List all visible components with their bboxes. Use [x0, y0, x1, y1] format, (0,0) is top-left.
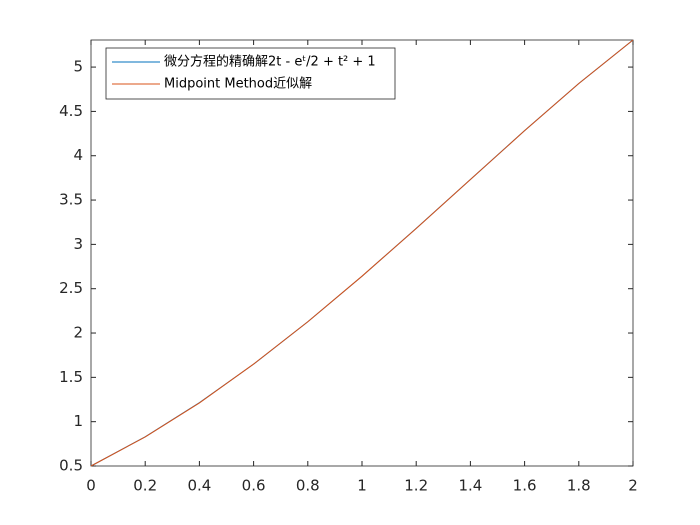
- y-tick-label: 3.5: [59, 191, 83, 209]
- legend-label: Midpoint Method近似解: [164, 77, 312, 92]
- x-tick-label: 1: [357, 477, 367, 495]
- x-tick-label: 0.6: [242, 477, 266, 495]
- x-tick-label: 0.8: [296, 477, 320, 495]
- x-tick-label: 0.4: [187, 477, 211, 495]
- x-tick-label: 0.2: [133, 477, 157, 495]
- x-tick-label: 0: [86, 477, 96, 495]
- x-tick-label: 1.6: [513, 477, 537, 495]
- y-tick-label: 4: [73, 146, 83, 164]
- y-tick-label: 0.5: [59, 457, 83, 475]
- legend-label: 微分方程的精确解2t - eᵗ/2 + t² + 1: [164, 54, 376, 70]
- series-line: [90, 39, 634, 467]
- x-tick-label: 2: [628, 477, 638, 495]
- y-tick-label: 1.5: [59, 368, 83, 386]
- x-tick-label: 1.2: [404, 477, 428, 495]
- x-tick-label: 1.8: [567, 477, 591, 495]
- y-tick-label: 2.5: [59, 279, 83, 297]
- y-tick-label: 1: [73, 412, 83, 430]
- y-tick-label: 4.5: [59, 102, 83, 120]
- y-tick-label: 3: [73, 235, 83, 253]
- plot-area: [90, 39, 634, 467]
- x-tick-label: 1.4: [458, 477, 482, 495]
- y-tick-label: 5: [73, 58, 83, 76]
- y-tick-label: 2: [73, 324, 83, 342]
- legend-box: [105, 47, 396, 100]
